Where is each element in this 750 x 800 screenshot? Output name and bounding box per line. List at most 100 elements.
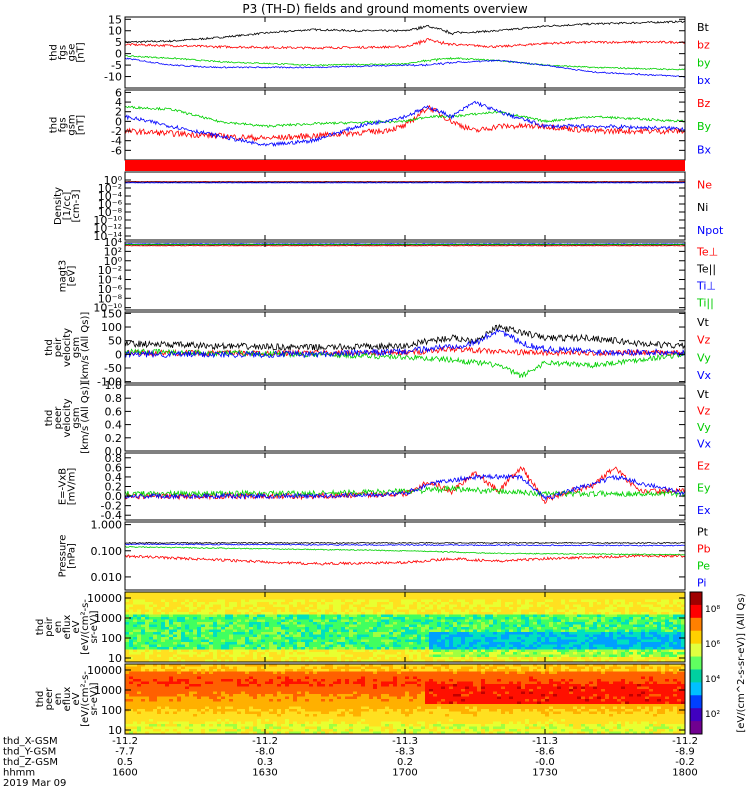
legend-entry: Vz	[697, 405, 711, 418]
heat-cell	[277, 612, 282, 615]
heat-cell	[217, 676, 222, 680]
heat-cell	[533, 624, 538, 628]
heat-cell	[681, 632, 686, 635]
heat-cell	[165, 706, 170, 710]
heat-cell	[609, 659, 614, 663]
heat-cell	[345, 642, 350, 645]
heat-cell	[225, 642, 230, 645]
heat-cell	[325, 647, 330, 650]
heat-cell	[233, 647, 238, 650]
legend-entry: by	[697, 56, 711, 69]
heat-cell	[409, 642, 414, 645]
heat-cell	[489, 602, 494, 605]
heat-cell	[209, 681, 214, 685]
heat-cell	[289, 637, 294, 640]
heat-cell	[585, 637, 590, 640]
heat-cell	[517, 607, 522, 610]
heat-cell	[681, 599, 686, 603]
y-tick-label: -6	[111, 144, 122, 157]
heat-cell	[133, 652, 138, 655]
y-axis-label: [eV/(cm²-s-	[80, 599, 91, 655]
heat-cell	[633, 657, 638, 660]
heat-cell	[533, 612, 538, 615]
heat-cell	[449, 607, 454, 610]
heat-cell	[157, 669, 162, 672]
heat-cell	[273, 609, 278, 613]
heat-cell	[425, 657, 430, 660]
heat-cell	[589, 597, 594, 600]
y-tick-label: 15	[108, 13, 122, 26]
heat-cell	[633, 617, 638, 620]
heat-cell	[125, 607, 130, 610]
heat-cell	[605, 642, 610, 645]
heat-cell	[585, 659, 590, 663]
heat-cell	[177, 607, 182, 610]
heat-cell	[333, 652, 338, 655]
heat-cell	[125, 704, 130, 707]
heat-cell	[429, 602, 434, 605]
heat-cell	[625, 624, 630, 628]
heat-cell	[177, 649, 182, 653]
heat-cell	[189, 696, 194, 700]
heat-cell	[557, 627, 562, 630]
heat-cell	[177, 629, 182, 633]
heat-cell	[605, 599, 610, 603]
heat-cell	[533, 639, 538, 643]
y-tick-label: 1.000	[91, 519, 123, 532]
heat-cell	[249, 607, 254, 610]
y-tick-label: 50	[108, 335, 122, 348]
heat-cell	[133, 691, 138, 695]
heat-cell	[461, 624, 466, 628]
heat-cell	[625, 617, 630, 620]
heat-cell	[289, 597, 294, 600]
heat-cell	[261, 594, 266, 598]
heat-cell	[169, 639, 174, 643]
heat-cell	[329, 614, 334, 618]
heat-cell	[177, 709, 182, 712]
heat-cell	[573, 612, 578, 615]
heat-cell	[221, 714, 226, 717]
heat-cell	[425, 602, 430, 605]
heat-cell	[257, 622, 262, 625]
heat-cell	[565, 659, 570, 663]
heat-cell	[389, 647, 394, 650]
heat-cell	[505, 647, 510, 650]
heat-cell	[333, 634, 338, 638]
heat-cell	[245, 622, 250, 625]
heat-cell	[501, 639, 506, 643]
heat-cell	[181, 619, 186, 623]
y-axis-label: thd	[35, 619, 46, 636]
heat-cell	[381, 594, 386, 598]
heat-cell	[393, 604, 398, 608]
heat-cell	[241, 594, 246, 598]
heat-cell	[169, 694, 174, 697]
heat-cell	[681, 659, 686, 663]
heat-cell	[445, 602, 450, 605]
heat-cell	[509, 609, 514, 613]
heat-cell	[601, 599, 606, 603]
heat-cell	[553, 622, 558, 625]
heat-cell	[681, 612, 686, 615]
heat-cell	[489, 594, 494, 598]
heat-cell	[445, 639, 450, 643]
heat-cell	[125, 719, 130, 722]
legend-entry: Vy	[697, 421, 711, 434]
heat-cell	[377, 637, 382, 640]
heat-cell	[349, 619, 354, 623]
heat-cell	[485, 659, 490, 663]
heat-cell	[253, 652, 258, 655]
heat-cell	[577, 617, 582, 620]
heat-cell	[253, 647, 258, 650]
heat-cell	[133, 624, 138, 628]
heat-cell	[509, 604, 514, 608]
heat-cell	[457, 602, 462, 605]
heat-cell	[461, 644, 466, 648]
heat-cell	[213, 647, 218, 650]
heat-cell	[265, 634, 270, 638]
heat-cell	[177, 644, 182, 648]
heat-cell	[281, 652, 286, 655]
heat-cell	[469, 617, 474, 620]
heat-cell	[517, 657, 522, 660]
heat-cell	[165, 689, 170, 692]
heat-cell	[229, 612, 234, 615]
